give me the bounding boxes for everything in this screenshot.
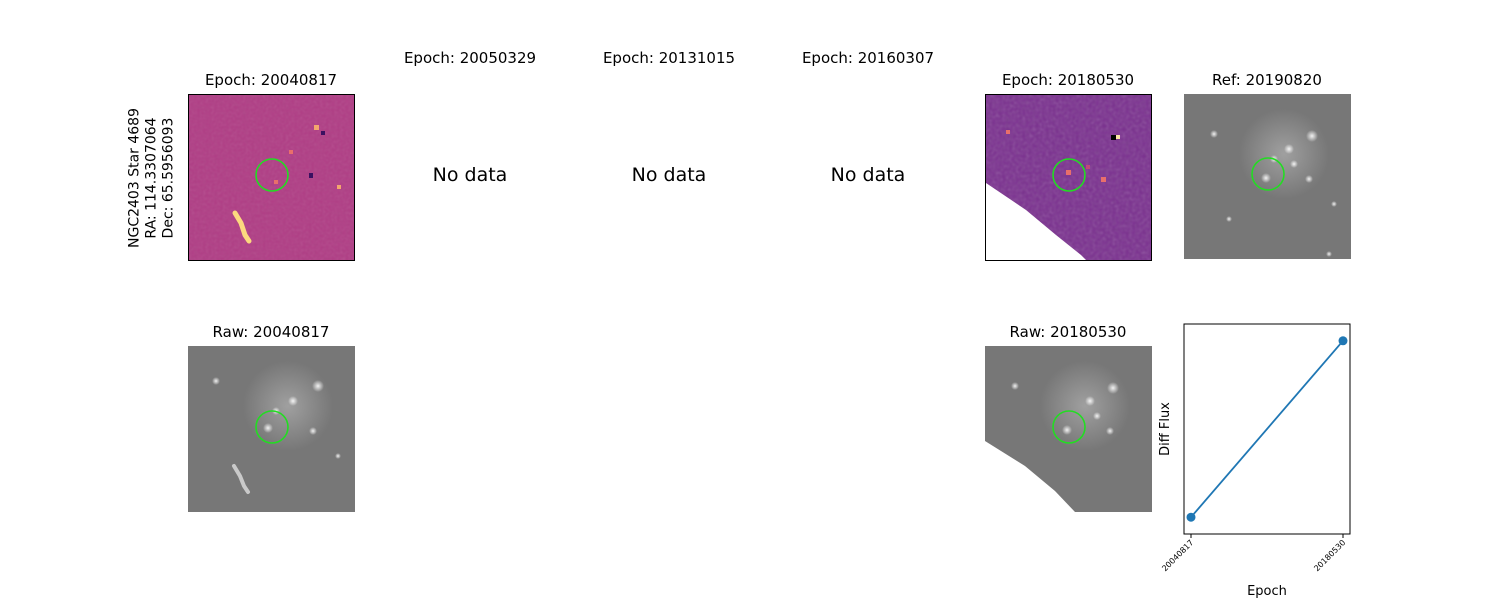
object-name: NGC2403 Star 4689 bbox=[126, 108, 143, 248]
panel-title-epoch-1: Epoch: 20040817 bbox=[204, 71, 338, 89]
panel-title-epoch-4: Epoch: 20160307 bbox=[801, 49, 935, 67]
x-tick-label: 20040817 bbox=[1160, 538, 1195, 573]
panel-title-epoch-3: Epoch: 20131015 bbox=[602, 49, 736, 67]
series-line bbox=[1190, 340, 1344, 518]
panel-title-epoch-2: Epoch: 20050329 bbox=[403, 49, 537, 67]
object-ra: RA: 114.3307064 bbox=[143, 117, 160, 239]
panel-title-epoch-5: Epoch: 20180530 bbox=[1001, 71, 1135, 89]
raw-image-epoch-5 bbox=[985, 346, 1152, 513]
x-tick-label: 20180530 bbox=[1312, 538, 1347, 573]
panel-title-raw-1: Raw: 20040817 bbox=[212, 323, 330, 341]
object-label: NGC2403 Star 4689 RA: 114.3307064 Dec: 6… bbox=[127, 108, 178, 248]
target-marker-circle bbox=[1052, 158, 1086, 192]
no-data-message-4: No data bbox=[830, 164, 906, 186]
object-dec: Dec: 65.5956093 bbox=[160, 117, 177, 239]
y-axis-label: Diff Flux bbox=[1158, 402, 1173, 456]
light-curve-chart: 20040817 20180530 Diff Flux Epoch bbox=[1158, 323, 1351, 599]
data-point bbox=[1186, 512, 1196, 522]
no-data-message-2: No data bbox=[432, 164, 508, 186]
reference-image bbox=[1184, 94, 1351, 261]
x-axis-label: Epoch bbox=[1247, 584, 1287, 599]
hot-pixel bbox=[314, 125, 319, 130]
panel-title-raw-5: Raw: 20180530 bbox=[1009, 323, 1127, 341]
target-marker-circle bbox=[1251, 157, 1285, 191]
target-marker-circle bbox=[255, 158, 289, 192]
raw-image-epoch-1 bbox=[188, 346, 355, 513]
diff-image-epoch-5 bbox=[985, 94, 1152, 261]
target-marker-circle bbox=[1052, 410, 1086, 444]
diff-image-epoch-1 bbox=[188, 94, 355, 261]
no-data-message-3: No data bbox=[631, 164, 707, 186]
data-point bbox=[1338, 336, 1348, 346]
target-marker-circle bbox=[255, 410, 289, 444]
panel-title-reference: Ref: 20190820 bbox=[1212, 71, 1322, 89]
